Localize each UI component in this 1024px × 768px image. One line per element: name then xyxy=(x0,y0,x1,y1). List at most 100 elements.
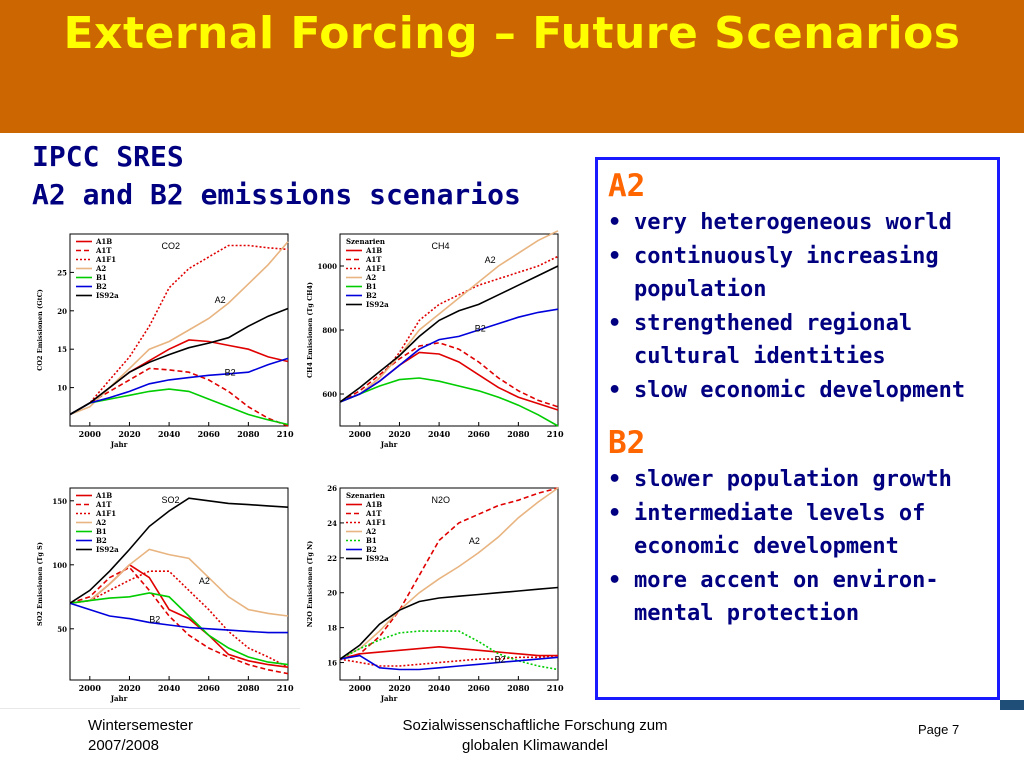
chart-2-x-tick-label: 2060 xyxy=(198,683,221,693)
chart-1-x-tick-label: 2000 xyxy=(349,429,372,439)
chart-3-legend-label: B2 xyxy=(366,545,377,554)
chart-0-y-tick-label: 25 xyxy=(57,268,67,277)
chart-2-x-tick-label: 2100 xyxy=(277,683,294,693)
chart-3-series-a1t xyxy=(339,487,559,660)
chart-2-legend-label: B1 xyxy=(96,527,107,536)
chart-1-series-b2 xyxy=(339,308,559,403)
chart-0-legend-label: A2 xyxy=(95,264,106,273)
chart-0-annotation-a2: A2 xyxy=(215,295,226,305)
footer-semester-line-1: Wintersemester xyxy=(88,717,194,734)
chart-0-legend-label: B2 xyxy=(96,282,107,291)
chart-2-series-a1f1 xyxy=(69,570,289,668)
a2-item: very heterogeneous world xyxy=(608,206,987,240)
page-number: Page 7 xyxy=(918,722,960,737)
chart-1-series-b1 xyxy=(339,377,559,427)
chart-3-series-b2 xyxy=(339,654,559,671)
chart-0-legend-label: B1 xyxy=(96,273,107,282)
chart-0-y-tick-label: 15 xyxy=(57,345,67,354)
a2-item: strengthened regional cultural identitie… xyxy=(608,307,987,374)
chart-2-x-tick-label: 2020 xyxy=(118,683,141,693)
chart-1-y-tick-label: 600 xyxy=(322,390,337,399)
chart-0-title: CO2 xyxy=(162,241,181,251)
chart-0-x-tick-label: 2060 xyxy=(198,429,221,439)
chart-2-x-tick-label: 2040 xyxy=(158,683,181,693)
chart-1-series-a2 xyxy=(339,230,559,403)
chart-0-x-tick-label: 2020 xyxy=(118,429,141,439)
a2-item: continuously increasing population xyxy=(608,240,987,307)
chart-3-series-a1b xyxy=(339,645,558,660)
chart-1-series-a1f1 xyxy=(339,255,559,403)
chart-2-y-tick-label: 150 xyxy=(52,497,67,506)
chart-3-legend-label: IS92a xyxy=(366,554,389,563)
chart-3-y-tick-label: 16 xyxy=(327,659,337,668)
chart-2-y-axis-label: SO2 Emissionen (Tg S) xyxy=(36,542,44,626)
chart-2-title: SO2 xyxy=(162,495,180,505)
footer-course: Sozialwissenschaftliche Forschung zum gl… xyxy=(370,716,700,756)
chart-3-legend-label: A1F1 xyxy=(365,518,386,527)
chart-2-x-tick-label: 2080 xyxy=(237,683,260,693)
b2-item: slower population growth xyxy=(608,463,987,497)
chart-2-legend-label: A2 xyxy=(95,518,106,527)
chart-2-legend-label: A1T xyxy=(95,500,112,509)
chart-1-legend-label: A1B xyxy=(365,246,382,255)
chart-1-y-tick-label: 1000 xyxy=(318,262,338,271)
subtitle: IPCC SRES A2 and B2 emissions scenarios xyxy=(32,138,521,214)
chart-svg: 2000 2020 2040 2060 2080 2100 10 15 20 25 Jahr CO2 … xyxy=(36,233,294,449)
chart-1-legend-label: A2 xyxy=(365,273,376,282)
chart-3-legend-label: A1T xyxy=(365,509,382,518)
a2-list: very heterogeneous world continuously in… xyxy=(608,206,987,407)
chart-1-annotation-b2: B2 xyxy=(475,324,486,334)
chart-2-annotation-b2: B2 xyxy=(149,614,160,624)
b2-heading: B2 xyxy=(608,425,646,461)
chart-1-title: CH4 xyxy=(432,241,450,251)
chart-1-y-axis-label: CH4 Emissionen (Tg CH4) xyxy=(306,282,314,378)
chart-1-annotation-a2: A2 xyxy=(485,255,496,265)
chart-2-legend-label: IS92a xyxy=(96,545,119,554)
chart-2-legend-label: A1B xyxy=(95,491,112,500)
chart-3-legend-label: A2 xyxy=(365,527,376,536)
chart-2-series-b1 xyxy=(69,592,289,666)
subtitle-line-2: A2 and B2 emissions scenarios xyxy=(32,178,521,211)
chart-2-x-tick-label: 2000 xyxy=(79,683,102,693)
chart-3-y-tick-label: 20 xyxy=(327,589,337,598)
chart-0-legend-label: A1B xyxy=(95,237,112,246)
a2-heading: A2 xyxy=(608,168,646,204)
chart-3-series-is92a xyxy=(339,586,559,660)
chart-1-legend-label: A1T xyxy=(365,255,382,264)
chart-3-x-tick-label: 2060 xyxy=(468,683,491,693)
footer-semester-line-2: 2007/2008 xyxy=(88,737,159,754)
chart-3-x-tick-label: 2020 xyxy=(388,683,411,693)
chart-3-legend-label: A1B xyxy=(365,500,382,509)
title-bar: External Forcing – Future Scenarios xyxy=(0,0,1024,133)
chart-1-x-tick-label: 2040 xyxy=(428,429,451,439)
chart-1-plot-area xyxy=(339,233,559,427)
chart-svg: 2000 2020 2040 2060 2080 2100 50 100 150 Jahr SO2 … xyxy=(36,487,294,703)
footer-course-line-1: Sozialwissenschaftliche Forschung zum xyxy=(402,717,668,734)
ch4-chart: 2000 2020 2040 2060 2080 2100 600 800 1000 Jahr CH… xyxy=(304,228,564,460)
scenario-info-box: A2 very heterogeneous world continuously… xyxy=(595,157,1000,700)
chart-2-series-is92a xyxy=(69,497,289,604)
chart-3-title: N2O xyxy=(432,495,451,505)
chart-1-series-is92a xyxy=(339,265,559,403)
so2-chart: 2000 2020 2040 2060 2080 2100 50 100 150 Jahr SO2 … xyxy=(34,482,294,714)
b2-item: more accent on environ-mental protection xyxy=(608,564,987,631)
chart-3-annotation-a2: A2 xyxy=(469,536,480,546)
chart-1-legend-title: Szenarien xyxy=(346,237,385,246)
chart-3-legend-title: Szenarien xyxy=(346,491,385,500)
subtitle-line-1: IPCC SRES xyxy=(32,140,184,173)
chart-3-x-axis-label: Jahr xyxy=(380,694,398,703)
chart-1-y-tick-label: 800 xyxy=(322,326,337,335)
chart-0-x-tick-label: 2100 xyxy=(277,429,294,439)
chart-2-legend-label: B2 xyxy=(96,536,107,545)
chart-0-annotation-b2: B2 xyxy=(225,367,236,377)
chart-0-series-is92a xyxy=(69,307,289,416)
chart-2-series-b2 xyxy=(69,602,288,634)
footer-accent-bar xyxy=(1000,700,1024,710)
chart-1-legend-label: B2 xyxy=(366,291,377,300)
chart-svg: 2000 2020 2040 2060 2080 2100 16 18 20 22 24 26 Jahr… xyxy=(306,484,564,703)
chart-3-legend-label: B1 xyxy=(366,536,377,545)
chart-1-x-axis-label: Jahr xyxy=(380,440,398,449)
b2-item: intermediate levels of economic developm… xyxy=(608,497,987,564)
chart-3-y-tick-label: 22 xyxy=(327,554,337,563)
chart-3-series-b1 xyxy=(339,630,559,671)
